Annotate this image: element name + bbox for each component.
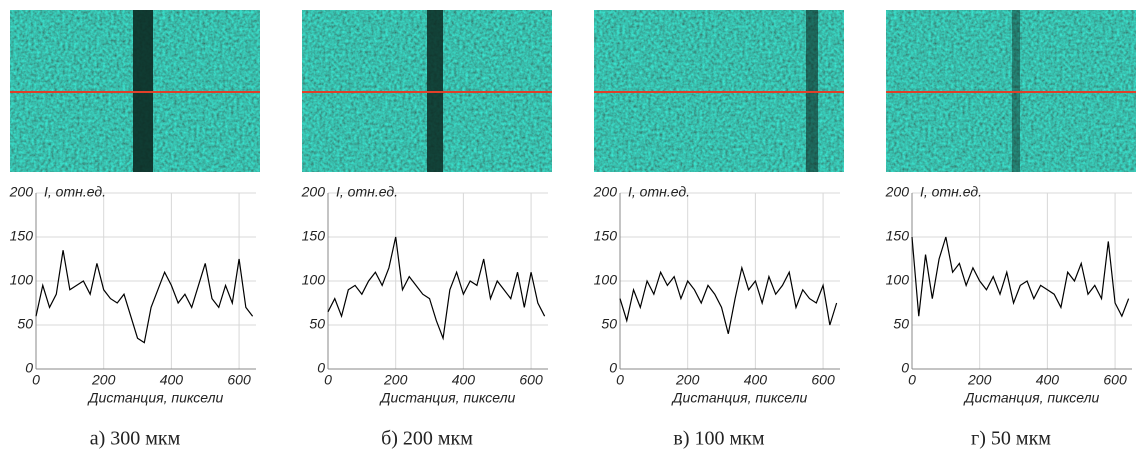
x-tick-label: 400 [1036, 372, 1060, 388]
y-tick-label: 200 [9, 184, 34, 200]
y-tick-label: 150 [302, 228, 326, 244]
y-tick-label: 100 [594, 272, 618, 288]
x-tick-label: 200 [383, 372, 408, 388]
x-tick-label: 0 [324, 372, 332, 388]
y-tick-label: 150 [10, 228, 34, 244]
micrograph-c [594, 10, 844, 172]
y-axis-label: I, отн.ед. [920, 184, 982, 200]
y-axis-label: I, отн.ед. [628, 184, 690, 200]
x-axis-label: Дистанция, пиксели [379, 390, 516, 406]
y-tick-label: 200 [885, 184, 910, 200]
y-tick-label: 150 [886, 228, 910, 244]
y-tick-label: 200 [301, 184, 326, 200]
caption: в) 100 мкм [673, 428, 764, 450]
x-axis-label: Дистанция, пиксели [963, 390, 1100, 406]
x-tick-label: 0 [32, 372, 40, 388]
data-line [619, 265, 838, 334]
x-tick-label: 400 [744, 372, 768, 388]
y-tick-label: 100 [10, 272, 34, 288]
y-tick-label: 0 [25, 360, 33, 376]
x-tick-label: 200 [967, 372, 992, 388]
x-tick-label: 400 [452, 372, 476, 388]
data-line [911, 236, 1130, 318]
y-tick-label: 50 [309, 316, 325, 332]
x-tick-label: 600 [519, 372, 543, 388]
y-tick-label: 0 [901, 360, 909, 376]
x-tick-label: 600 [227, 372, 251, 388]
x-tick-label: 200 [675, 372, 700, 388]
y-tick-label: 200 [593, 184, 618, 200]
y-tick-label: 50 [17, 316, 33, 332]
y-axis-label: I, отн.ед. [44, 184, 106, 200]
y-tick-label: 150 [594, 228, 618, 244]
y-axis-label: I, отн.ед. [336, 184, 398, 200]
y-tick-label: 0 [609, 360, 617, 376]
y-tick-label: 100 [302, 272, 326, 288]
data-line [35, 250, 254, 344]
x-tick-label: 200 [91, 372, 116, 388]
x-axis-label: Дистанция, пиксели [671, 390, 808, 406]
caption: а) 300 мкм [90, 428, 181, 450]
y-tick-label: 0 [317, 360, 325, 376]
y-tick-label: 50 [601, 316, 617, 332]
x-tick-label: 0 [616, 372, 624, 388]
micrograph-b [302, 10, 552, 172]
micrograph-d [886, 10, 1136, 172]
caption: г) 50 мкм [971, 428, 1051, 450]
y-tick-label: 100 [886, 272, 910, 288]
data-line [327, 236, 546, 341]
x-tick-label: 600 [1103, 372, 1127, 388]
x-tick-label: 600 [811, 372, 835, 388]
caption: б) 200 мкм [381, 428, 473, 450]
y-tick-label: 50 [893, 316, 909, 332]
x-tick-label: 0 [908, 372, 916, 388]
micrograph-a [10, 10, 260, 172]
x-axis-label: Дистанция, пиксели [87, 390, 224, 406]
x-tick-label: 400 [160, 372, 184, 388]
